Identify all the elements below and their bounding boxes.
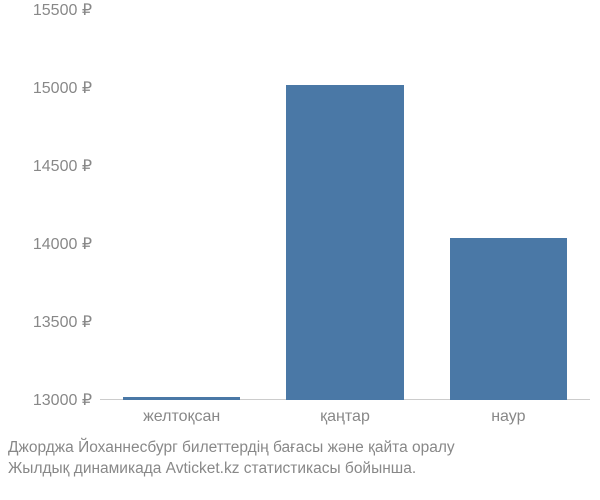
caption-line-2: Жылдық динамикада Avticket.kz статистика… bbox=[8, 459, 455, 480]
caption-line-1: Джорджа Йоханнесбург билеттердің бағасы … bbox=[8, 438, 455, 459]
x-tick-label: желтоқсан bbox=[143, 400, 220, 426]
x-tick-label: қаңтар bbox=[320, 400, 370, 426]
price-chart: 13000 ₽ 13500 ₽ 14000 ₽ 14500 ₽ 15000 ₽ 15500… bbox=[0, 0, 600, 500]
bar bbox=[450, 238, 568, 400]
chart-caption: Джорджа Йоханнесбург билеттердің бағасы … bbox=[8, 438, 455, 480]
y-tick-label: 14500 ₽ bbox=[33, 156, 100, 176]
y-tick-label: 15500 ₽ bbox=[33, 0, 100, 20]
x-tick-label: наур bbox=[491, 400, 525, 426]
plot-area: 13000 ₽13500 ₽14000 ₽14500 ₽15000 ₽15500… bbox=[100, 10, 590, 400]
bar bbox=[286, 85, 404, 400]
y-tick-label: 15000 ₽ bbox=[33, 78, 100, 98]
y-tick-label: 13000 ₽ bbox=[33, 390, 100, 410]
y-tick-label: 13500 ₽ bbox=[33, 312, 100, 332]
y-tick-label: 14000 ₽ bbox=[33, 234, 100, 254]
